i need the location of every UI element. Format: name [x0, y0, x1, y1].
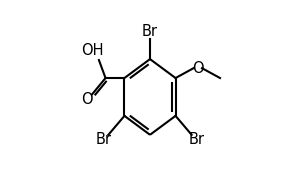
Text: OH: OH	[81, 43, 103, 58]
Text: O: O	[192, 61, 204, 76]
Text: Br: Br	[96, 132, 112, 147]
Text: Br: Br	[142, 24, 158, 39]
Text: O: O	[81, 92, 92, 107]
Text: Br: Br	[189, 132, 205, 147]
